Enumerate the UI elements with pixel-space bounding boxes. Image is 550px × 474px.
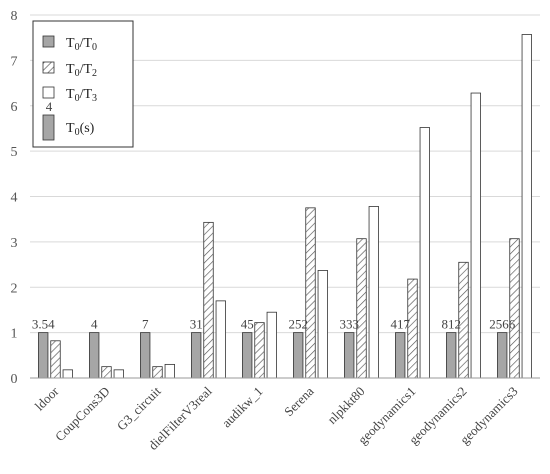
bar-t0-t3	[62, 369, 73, 379]
y-tick-label: 8	[11, 9, 18, 24]
bar-t0-t3	[164, 363, 175, 379]
data-labels: 3.54 4 7 31 45 252 333 417 812 2566	[32, 317, 516, 332]
bar-t0-t3	[266, 311, 277, 379]
bar-t0-t2	[50, 340, 61, 379]
bar-t0-t0	[38, 332, 49, 379]
y-tick-label: 3	[11, 236, 18, 251]
x-category-label: audikw_1	[219, 384, 266, 431]
data-label: 2566	[489, 317, 516, 332]
bar-t0-t0	[446, 332, 457, 379]
bar-t0-t3	[113, 369, 124, 379]
bar-t0-t2	[305, 207, 316, 379]
x-category-label: ldoor	[32, 383, 62, 413]
data-label: 4	[91, 317, 98, 332]
x-category-label: nlpkkt80	[324, 384, 367, 427]
bar-t0-t0	[344, 332, 355, 379]
y-tick-label: 4	[11, 191, 18, 206]
legend: T0/T0 T0/T2 T0/T3 4 T0(s)	[32, 20, 134, 148]
legend-label-t0-t0: T0/T0	[66, 36, 97, 53]
y-tick-label: 2	[11, 281, 18, 296]
bar-t0-t3	[368, 206, 379, 379]
x-category-label: Serena	[281, 383, 317, 419]
legend-label-t0-t2: T0/T2	[66, 62, 97, 79]
bar-t0-t3	[470, 92, 481, 379]
bars	[38, 34, 532, 379]
bar-t0-t3	[419, 127, 430, 379]
data-label: 812	[441, 317, 461, 332]
x-category-label: CoupCons3D	[52, 384, 113, 445]
y-axis-ticks: 0 1 2 3 4 5 6 7 8	[11, 9, 18, 387]
legend-swatch-t0-t3	[42, 86, 55, 99]
y-tick-label: 0	[11, 372, 18, 387]
y-tick-label: 5	[11, 145, 18, 160]
bar-t0-t0	[140, 332, 151, 379]
data-label: 333	[339, 317, 359, 332]
x-category-label: G3_circuit	[114, 383, 164, 433]
bar-t0-t0	[242, 332, 253, 379]
legend-swatch-t0-t2	[42, 61, 55, 74]
data-label: 417	[390, 317, 410, 332]
bar-t0-t2	[152, 366, 163, 379]
bar-t0-t2	[356, 238, 367, 379]
data-label: 252	[288, 317, 308, 332]
data-label: 7	[142, 317, 149, 332]
bar-t0-t3	[521, 34, 532, 379]
bar-t0-t2	[509, 238, 520, 379]
y-tick-label: 6	[11, 100, 18, 115]
y-tick-label: 7	[11, 54, 18, 69]
legend-value-label: 4	[46, 99, 53, 114]
bar-t0-t0	[89, 332, 100, 379]
bar-t0-t2	[203, 221, 214, 379]
bar-t0-t2	[101, 366, 112, 379]
legend-label-t0-t3: T0/T3	[66, 87, 97, 104]
bar-t0-t0	[293, 332, 304, 379]
bar-t0-t0	[395, 332, 406, 379]
bar-t0-t3	[317, 270, 328, 379]
data-label: 31	[190, 317, 203, 332]
legend-swatch-t0-s	[42, 114, 55, 141]
bar-t0-t0	[191, 332, 202, 379]
legend-swatch-t0-t0	[42, 35, 55, 48]
data-label: 3.54	[32, 317, 55, 332]
bar-t0-t2	[254, 322, 265, 379]
data-label: 45	[241, 317, 254, 332]
bar-t0-t0	[497, 332, 508, 379]
y-tick-label: 1	[11, 327, 18, 342]
bar-t0-t3	[215, 300, 226, 379]
legend-label-t0-s: T0(s)	[66, 121, 95, 138]
